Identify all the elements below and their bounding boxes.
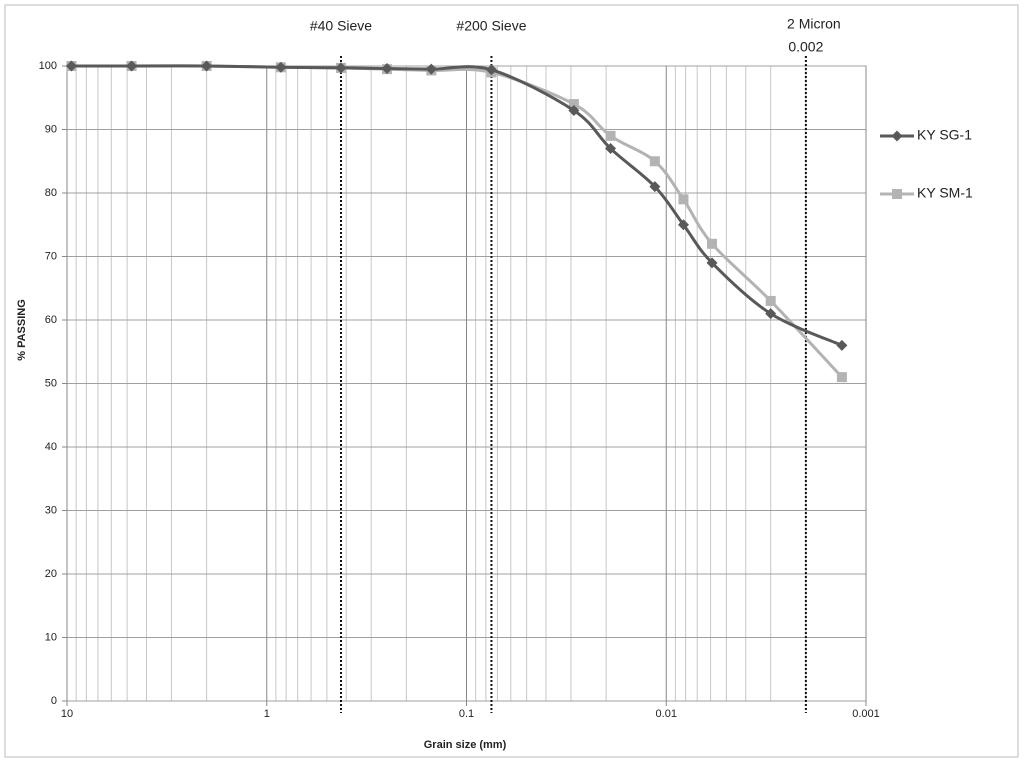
y-tick-label: 100 [39, 60, 57, 72]
reference-label: #200 Sieve [456, 18, 526, 34]
x-axis-label: Grain size (mm) [424, 739, 507, 751]
y-tick-label: 40 [45, 441, 57, 453]
x-tick-label: 0.01 [656, 708, 677, 720]
data-point [605, 143, 617, 155]
data-point [836, 339, 848, 351]
x-tick-label: 10 [61, 708, 73, 720]
legend-label: KY SG-1 [917, 127, 972, 143]
legend-marker [892, 189, 902, 199]
data-point [677, 219, 689, 231]
legend-label: KY SM-1 [917, 185, 973, 201]
y-tick-label: 10 [45, 631, 57, 643]
x-tick-label: 0.001 [852, 708, 880, 720]
data-point [126, 60, 138, 72]
data-point [65, 60, 77, 72]
data-point [381, 63, 393, 75]
data-point [425, 63, 437, 75]
data-point [678, 194, 689, 205]
y-tick-label: 80 [45, 187, 57, 199]
legend-marker [891, 130, 903, 142]
data-point [568, 104, 580, 116]
y-axis-label: % PASSING [16, 299, 28, 361]
reference-sublabel: 0.002 [788, 39, 823, 55]
data-point [605, 130, 616, 141]
x-tick-label: 1 [264, 708, 270, 720]
data-point [765, 295, 776, 306]
data-point [706, 257, 718, 269]
y-tick-label: 50 [45, 377, 57, 389]
data-point [649, 181, 661, 193]
y-tick-label: 0 [51, 695, 57, 707]
data-point [275, 61, 287, 73]
reference-label: 2 Micron [787, 16, 841, 32]
y-tick-label: 20 [45, 568, 57, 580]
data-point [707, 238, 718, 249]
data-point [765, 308, 777, 320]
y-tick-label: 60 [45, 314, 57, 326]
data-point [836, 372, 847, 383]
y-tick-label: 90 [45, 123, 57, 135]
data-point [568, 99, 579, 110]
reference-label: #40 Sieve [310, 18, 372, 34]
y-tick-label: 30 [45, 504, 57, 516]
y-tick-label: 70 [45, 250, 57, 262]
x-tick-label: 0.1 [459, 708, 474, 720]
data-point [649, 156, 660, 167]
data-point [485, 64, 497, 76]
data-point [201, 60, 213, 72]
data-point [335, 62, 347, 74]
